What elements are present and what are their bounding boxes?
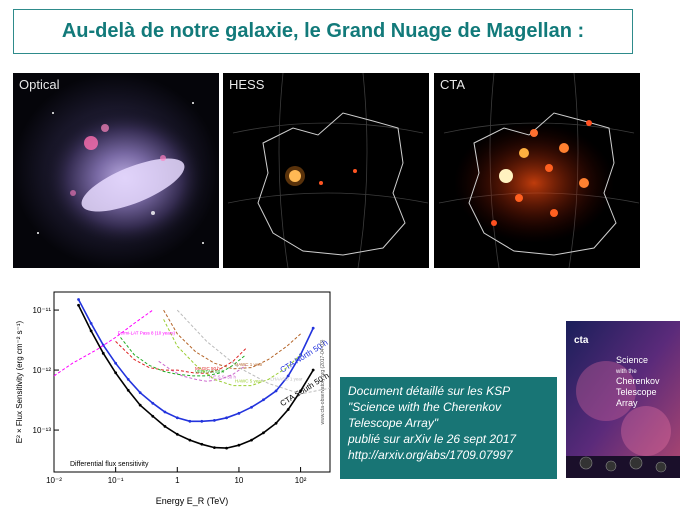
slide-title-box: Au-delà de notre galaxie, le Grand Nuage… bbox=[13, 9, 633, 54]
series-point bbox=[213, 418, 216, 422]
series-line bbox=[176, 309, 331, 395]
cover-title-line: Telescope bbox=[616, 387, 657, 397]
series-point bbox=[114, 361, 118, 365]
series-point bbox=[225, 416, 228, 420]
series-point bbox=[213, 446, 216, 450]
series-label: Fermi-LAT Pass 8 (10 years) bbox=[118, 330, 176, 335]
series-point bbox=[188, 419, 192, 423]
series-point bbox=[237, 443, 241, 447]
series-point bbox=[77, 298, 80, 301]
series-point bbox=[200, 419, 204, 423]
plot-area bbox=[53, 291, 331, 473]
series-point bbox=[311, 326, 315, 330]
doc-line: "Science with the Cherenkov bbox=[348, 400, 502, 414]
series-point bbox=[126, 388, 130, 392]
cover-artwork: cta Science with the Cherenkov Telescope… bbox=[566, 321, 680, 478]
x-tick-label: 10 bbox=[234, 476, 243, 485]
series-point bbox=[188, 438, 192, 442]
cta-image-panel: CTA bbox=[434, 73, 640, 268]
series-label: HAWC 1 year bbox=[235, 362, 263, 367]
series-line bbox=[163, 319, 301, 387]
series-point bbox=[89, 329, 93, 333]
document-info-box: Document détaillé sur les KSP "Science w… bbox=[340, 377, 557, 479]
series-label: HAWC 5 year bbox=[235, 379, 263, 384]
doc-link[interactable]: http://arxiv.org/abs/1709.07997 bbox=[348, 448, 513, 462]
series-point bbox=[114, 371, 118, 375]
series-label: MAGIC 50 h bbox=[195, 366, 220, 371]
doc-line: publié sur arXiv le 26 sept 2017 bbox=[348, 432, 517, 446]
cover-title-line: Science bbox=[616, 355, 648, 365]
cta-map-image bbox=[434, 73, 640, 268]
series-line bbox=[53, 309, 154, 377]
cover-title-line: with the bbox=[615, 369, 637, 375]
series-point bbox=[274, 421, 278, 425]
series-line bbox=[77, 304, 314, 449]
slide-title: Au-delà de notre galaxie, le Grand Nuage… bbox=[61, 20, 585, 42]
series-point bbox=[250, 438, 253, 442]
series-point bbox=[163, 425, 167, 428]
x-tick-label: 10⁻¹ bbox=[108, 476, 124, 485]
panel-label-optical: Optical bbox=[19, 77, 60, 92]
y-tick-label: 10⁻¹² bbox=[33, 366, 52, 375]
series-label: H.E.S.S. 50 h bbox=[209, 374, 237, 379]
optical-image-panel: Optical bbox=[13, 73, 219, 268]
series-point bbox=[286, 374, 290, 378]
cover-title-line: Array bbox=[616, 398, 638, 408]
series-point bbox=[101, 351, 105, 355]
series-line bbox=[158, 360, 247, 382]
cover-logo: cta bbox=[574, 335, 589, 346]
series-point bbox=[200, 442, 204, 446]
series-point bbox=[225, 446, 228, 450]
series-point bbox=[126, 377, 130, 381]
x-tick-label: 10² bbox=[295, 476, 307, 485]
series-point bbox=[151, 414, 155, 418]
x-tick-label: 10⁻² bbox=[46, 476, 62, 485]
series-line bbox=[163, 309, 301, 370]
sensitivity-chart: 10⁻² 10⁻¹ 1 10 10² 10⁻¹¹ 10⁻¹² 10⁻¹³ CTA North … bbox=[8, 282, 336, 512]
series-label: VERITAS 50 h bbox=[195, 369, 224, 374]
doc-line: Document détaillé sur les KSP bbox=[348, 384, 511, 398]
hess-map-image bbox=[223, 73, 429, 268]
series-line bbox=[120, 337, 247, 377]
series-point bbox=[250, 405, 253, 409]
series-point bbox=[175, 432, 179, 436]
y-tick-label: 10⁻¹³ bbox=[33, 426, 52, 435]
document-cover-image: cta Science with the Cherenkov Telescope… bbox=[566, 321, 680, 478]
series-line bbox=[115, 341, 247, 374]
series-point bbox=[286, 408, 290, 411]
series-point bbox=[77, 303, 80, 307]
optical-galaxy-image bbox=[13, 73, 219, 268]
series-point bbox=[89, 321, 93, 325]
y-tick-label: 10⁻¹¹ bbox=[33, 306, 52, 315]
chart-annotation: Differential flux sensitivity bbox=[70, 461, 149, 468]
series-point bbox=[274, 389, 278, 393]
series-point bbox=[311, 368, 315, 372]
cover-title-line: Cherenkov bbox=[616, 376, 660, 386]
series-point bbox=[151, 401, 155, 405]
series-point bbox=[262, 398, 265, 402]
series-point bbox=[299, 389, 302, 393]
series-point bbox=[163, 410, 167, 414]
panel-label-hess: HESS bbox=[229, 77, 265, 92]
chart-watermark: www.cta-observatory.org (2017-04-03) bbox=[320, 339, 326, 424]
series-line bbox=[77, 299, 314, 423]
doc-line: Telescope Array" bbox=[348, 416, 439, 430]
series-label: LHAASO 1 year bbox=[270, 376, 303, 381]
series-point bbox=[237, 411, 241, 415]
series-point bbox=[138, 391, 142, 395]
x-tick-label: 1 bbox=[175, 476, 180, 485]
panel-label-cta: CTA bbox=[440, 77, 466, 92]
series-point bbox=[175, 416, 179, 420]
y-axis-label: E² × Flux Sensitivity (erg cm⁻² s⁻¹) bbox=[15, 320, 24, 443]
series-point bbox=[138, 403, 142, 407]
hess-image-panel: HESS bbox=[223, 73, 429, 268]
series-point bbox=[262, 431, 265, 435]
x-axis-label: Energy E_R (TeV) bbox=[156, 496, 229, 506]
